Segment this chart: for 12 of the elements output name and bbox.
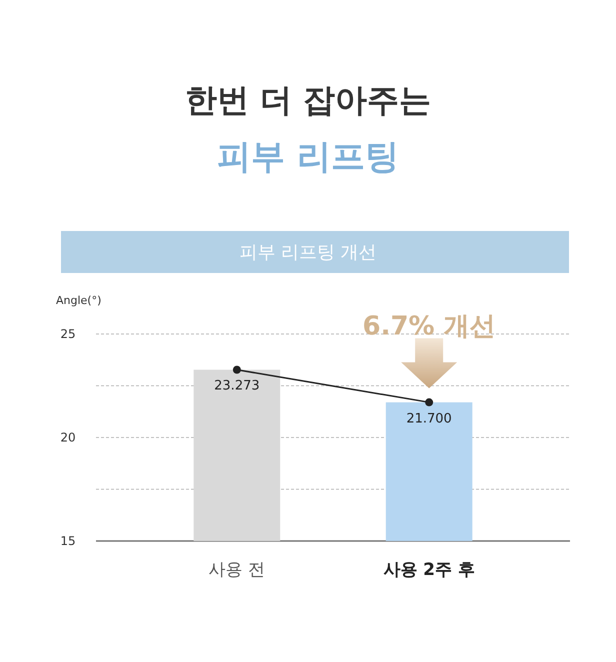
x-tick-label: 사용 2주 후 [383, 560, 475, 580]
y-axis-title: Angle(°) [56, 294, 102, 307]
annotation: 6.7% 개선 [362, 311, 496, 342]
text: 피부 리프팅 개선 [239, 242, 377, 263]
y-tick-label: 15 [60, 534, 76, 548]
x-tick-label: 사용 전 [208, 560, 266, 580]
y-tick-label: 20 [60, 430, 76, 444]
chart-subtitle: 피부 리프팅 [217, 137, 399, 177]
data-label: 23.273 [214, 378, 260, 394]
data-label: 21.700 [406, 411, 452, 426]
chart-title: 한번 더 잡아주는 [184, 81, 432, 119]
y-tick-label: 25 [60, 327, 76, 341]
